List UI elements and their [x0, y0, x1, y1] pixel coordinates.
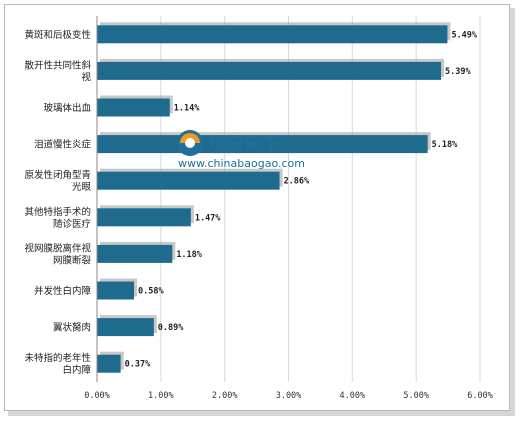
data-label: 5.39%: [445, 67, 471, 77]
category-label: 未特指的老年性: [24, 352, 91, 364]
category-label: 玻璃体出血: [43, 102, 91, 114]
bar: [97, 318, 154, 337]
category-label: 随诊医疗: [53, 218, 92, 230]
bar: [97, 244, 173, 263]
x-tick-label: 4.00%: [340, 391, 366, 401]
category-label: 视网膜脱离伴视: [24, 242, 91, 254]
bar: [97, 354, 121, 373]
x-tick-label: 1.00%: [148, 391, 174, 401]
watermark: 观研天下 www.chinabaogao.com: [177, 130, 305, 170]
category-label: 泪道慢性炎症: [34, 139, 92, 151]
x-tick-label: 5.00%: [403, 391, 429, 401]
category-label: 黄斑和后极变性: [24, 29, 91, 41]
data-label: 2.86%: [284, 177, 310, 187]
category-label: 光眼: [72, 181, 92, 193]
category-label: 网膜断裂: [53, 254, 92, 266]
labels: 0.00% 1.00% 2.00% 3.00% 4.00% 5.00% 6.00% 5.49%…: [24, 29, 492, 401]
watermark-url: www.chinabaogao.com: [178, 157, 305, 170]
bars: [97, 22, 451, 373]
data-label: 0.37%: [125, 360, 151, 370]
bar: [97, 171, 280, 190]
category-label: 并发性白内障: [34, 285, 92, 297]
category-label: 其他特指手术的: [24, 206, 91, 218]
data-label: 5.49%: [451, 30, 477, 40]
data-label: 1.18%: [176, 250, 202, 260]
watermark-logo-icon: [177, 130, 203, 156]
data-label: 1.14%: [174, 104, 200, 114]
data-label: 1.47%: [195, 213, 221, 223]
x-tick-label: 6.00%: [467, 391, 493, 401]
x-tick-label: 0.00%: [84, 391, 110, 401]
category-label: 白内障: [62, 364, 91, 376]
frame-shadow-right: [510, 8, 515, 415]
category-label: 翼状胬肉: [53, 322, 91, 334]
bar: [97, 61, 442, 80]
x-tick-label: 2.00%: [212, 391, 238, 401]
watermark-brand: 观研天下: [208, 134, 280, 155]
data-label: 0.58%: [138, 287, 164, 297]
bar: [97, 25, 448, 44]
category-label: 视: [81, 71, 91, 83]
data-label: 0.89%: [158, 323, 184, 333]
bar: [97, 98, 170, 117]
bar: [97, 281, 135, 300]
x-tick-label: 3.00%: [276, 391, 302, 401]
data-label: 5.18%: [432, 140, 458, 150]
frame-shadow-bottom: [8, 411, 515, 416]
bar: [97, 208, 191, 227]
category-label: 散开性共同性斜: [24, 59, 91, 71]
category-label: 原发性闭角型青: [24, 169, 91, 181]
